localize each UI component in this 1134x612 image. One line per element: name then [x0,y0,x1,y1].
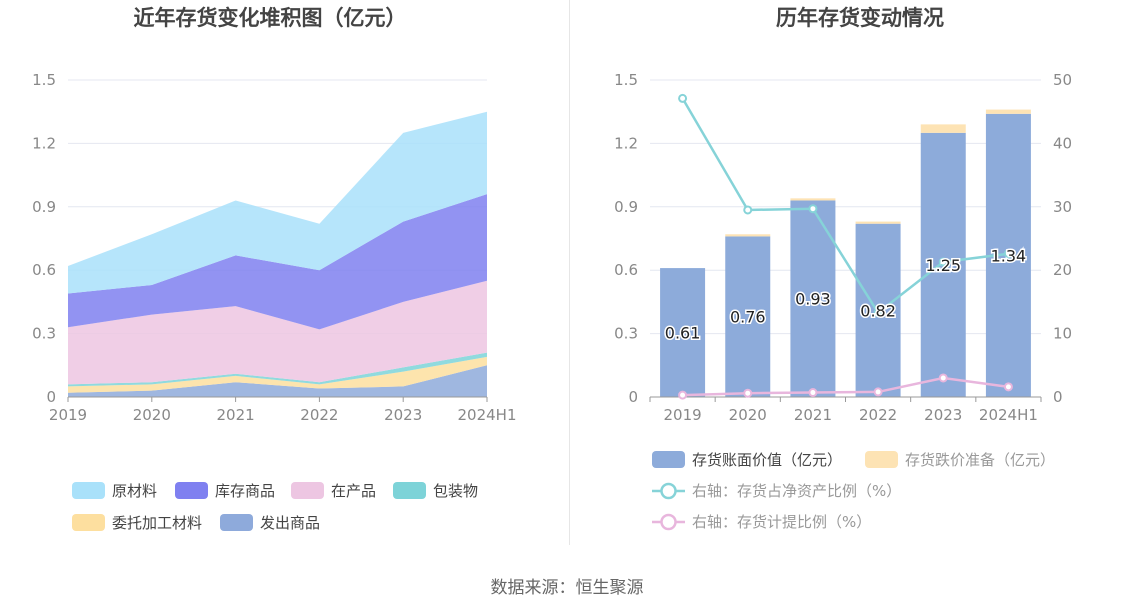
area-series-在产品 [68,280,487,385]
bar-value-label: 0.93 [795,290,831,309]
x-tick-label: 2023 [384,406,422,424]
bar-book-value [660,268,706,397]
y-tick-label: 0.6 [32,261,56,279]
legend-swatch [291,482,324,499]
point-net-asset-ratio [743,205,753,215]
x-tick-label: 2021 [217,406,255,424]
area-series-原材料 [68,111,487,294]
legend-swatch [175,482,208,499]
legend-label: 在产品 [331,482,376,500]
left-chart-title: 近年存货变化堆积图（亿元） [134,6,407,30]
bar-impairment-reserve [725,234,771,237]
legend-label: 原材料 [112,482,157,500]
inventory-change-chart: 历年存货变动情况 0 0.3 0.6 0.9 1.2 1.5 0 10 20 30 40 50 2019 2… [614,6,1072,531]
y-tick-label: 1.2 [32,134,56,152]
point-provision-ratio [938,373,948,383]
point-provision-ratio [873,387,883,397]
x-tick-label: 2022 [300,406,338,424]
y-tick-label: 0 [46,388,56,406]
legend-label: 存货账面价值（亿元） [692,451,842,469]
legend-label: 发出商品 [260,514,320,532]
point-net-asset-ratio [873,308,883,318]
legend-swatch [72,514,105,531]
point-net-asset-ratio [1003,249,1013,259]
area-series-发出商品 [68,365,487,397]
x-tick-label: 2020 [729,406,767,424]
y-tick-label: 1.2 [614,134,638,152]
y-tick-label: 1.5 [32,71,56,89]
legend-label: 包装物 [433,482,478,500]
bar-value-label: 0.61 [665,324,701,343]
y-tick-label: 0.3 [614,325,638,343]
bar-impairment-reserve [920,124,966,133]
y2-tick-label: 40 [1053,134,1072,152]
bar-value-label: 1.25 [925,256,961,275]
legend-swatch [220,514,253,531]
x-tick-label: 2024H1 [979,406,1038,424]
point-net-asset-ratio [938,257,948,267]
chart-divider [569,0,570,545]
x-tick-label: 2022 [859,406,897,424]
x-tick-label: 2024H1 [458,406,517,424]
x-tick-label: 2020 [133,406,171,424]
point-net-asset-ratio [808,204,818,214]
legend-label: 库存商品 [215,482,275,500]
stacked-area-chart: 近年存货变化堆积图（亿元） 0 0.3 0.6 0.9 1.2 1.5 2019 2020 202… [32,6,516,532]
line-provision-ratio [682,376,1009,397]
bar-value-label: 0.82 [860,301,896,320]
bar-value-label: 1.34 [991,246,1027,265]
y-tick-label: 0.3 [32,325,56,343]
x-tick-label: 2023 [924,406,962,424]
y-tick-label: 0.9 [614,198,638,216]
point-provision-ratio [808,388,818,398]
legend-marker [660,513,677,531]
legend-label: 右轴：存货占净资产比例（%） [692,482,901,500]
bar-impairment-reserve [855,221,901,224]
bar-value-label: 0.76 [730,308,766,327]
legend-swatch [652,451,685,468]
y2-tick-label: 10 [1053,325,1072,343]
x-tick-label: 2021 [794,406,832,424]
bar-impairment-reserve [985,109,1031,114]
point-net-asset-ratio [678,93,688,103]
legend-swatch [72,482,105,499]
legend-swatch [865,451,898,468]
y-tick-label: 0.6 [614,261,638,279]
y2-tick-label: 20 [1053,261,1072,279]
area-series-委托加工材料 [68,356,487,393]
legend-swatch [393,482,426,499]
x-tick-label: 2019 [49,406,87,424]
legend-label: 委托加工材料 [112,514,202,532]
bar-book-value [725,236,771,397]
legend-label: 右轴：存货计提比例（%） [692,513,871,531]
data-source-label: 数据来源：恒生聚源 [490,578,644,598]
point-provision-ratio [678,390,688,400]
point-provision-ratio [1003,382,1013,392]
area-series-库存商品 [68,194,487,330]
x-tick-label: 2019 [663,406,701,424]
y-tick-label: 1.5 [614,71,638,89]
legend-label: 存货跌价准备（亿元） [905,451,1055,469]
line-net-asset-ratio [681,97,1009,315]
legend-marker [660,482,677,500]
y-tick-label: 0.9 [32,198,56,216]
y2-tick-label: 50 [1053,71,1072,89]
area-series-包装物 [68,352,487,387]
y2-tick-label: 30 [1053,198,1072,216]
y-tick-label: 0 [628,388,638,406]
point-provision-ratio [743,388,753,398]
right-chart-title: 历年存货变动情况 [776,6,944,30]
y2-tick-label: 0 [1053,388,1063,406]
bar-impairment-reserve [790,198,836,201]
